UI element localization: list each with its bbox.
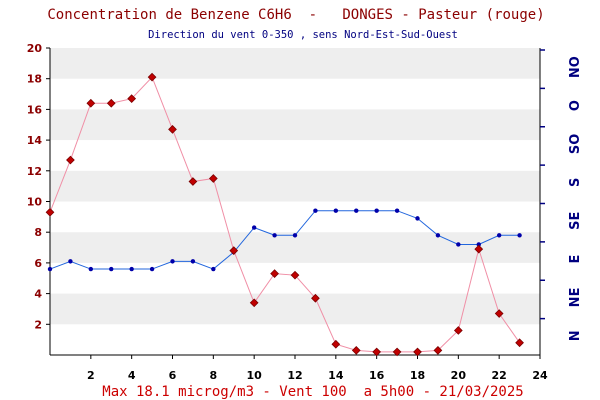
grid-band xyxy=(50,293,540,325)
x-tick-label: 12 xyxy=(287,369,302,382)
x-tick-label: 4 xyxy=(128,369,136,382)
x-axis-ticks: 2 4 6 8 10 12 14 16 18 20 22 24 xyxy=(87,355,548,382)
y-tick-label: 16 xyxy=(27,103,43,116)
benzene-series xyxy=(45,72,524,357)
data-point xyxy=(168,124,177,134)
data-point xyxy=(251,225,257,230)
wind-direction-series xyxy=(47,208,522,272)
data-point xyxy=(188,177,198,186)
data-point xyxy=(208,174,218,183)
data-point xyxy=(149,266,155,272)
y-tick-label: 4 xyxy=(34,288,42,301)
data-point xyxy=(311,293,320,303)
data-point xyxy=(354,208,359,213)
x-tick-label: 18 xyxy=(410,369,425,382)
data-point xyxy=(66,155,75,165)
y-tick-label: 10 xyxy=(27,196,43,209)
chart-title: Concentration de Benzene C6H6 - DONGES -… xyxy=(47,7,544,23)
y-tick-label: 2 xyxy=(34,318,42,331)
data-point xyxy=(517,233,522,238)
direction-label: S xyxy=(568,178,583,187)
data-point xyxy=(272,233,277,238)
direction-label: N xyxy=(568,330,583,341)
data-point xyxy=(45,207,55,217)
direction-label: E xyxy=(568,255,583,264)
direction-label: SO xyxy=(568,134,583,154)
data-point xyxy=(313,208,318,213)
data-point xyxy=(290,270,300,280)
y-tick-label: 20 xyxy=(27,42,43,55)
data-point xyxy=(127,94,137,104)
data-point xyxy=(109,266,114,272)
data-point xyxy=(229,246,239,255)
data-point xyxy=(392,347,402,357)
data-point xyxy=(494,309,504,318)
direction-label: O xyxy=(568,100,583,111)
data-point xyxy=(413,347,422,357)
data-point xyxy=(374,208,379,213)
y-tick-label: 6 xyxy=(34,257,42,270)
x-tick-label: 16 xyxy=(369,369,385,382)
y-tick-label: 14 xyxy=(27,134,43,147)
chart-footer: Max 18.1 microg/m3 - Vent 100 a 5h00 - 2… xyxy=(102,384,523,400)
background-bands xyxy=(50,48,540,325)
grid-band xyxy=(50,109,540,141)
data-point xyxy=(476,242,481,247)
x-tick-label: 22 xyxy=(492,369,507,382)
direction-label: NO xyxy=(568,56,583,78)
data-point xyxy=(86,98,96,108)
wind-direction-axis: N NE E SE S SO O NO xyxy=(540,49,583,341)
data-point xyxy=(68,259,73,264)
data-point xyxy=(106,98,116,108)
data-point xyxy=(129,266,134,272)
data-point xyxy=(292,233,298,238)
data-point xyxy=(453,326,463,335)
data-point xyxy=(190,259,196,264)
data-point xyxy=(88,266,94,272)
data-point xyxy=(170,259,175,264)
data-point xyxy=(331,339,341,349)
y-axis-ticks: 2 4 6 8 10 12 14 16 18 20 xyxy=(27,42,50,331)
y-tick-label: 12 xyxy=(27,165,42,178)
data-point xyxy=(474,244,484,254)
data-point xyxy=(372,347,382,357)
data-point xyxy=(351,346,361,355)
series-line xyxy=(49,210,520,270)
direction-label: SE xyxy=(568,212,583,230)
x-tick-label: 14 xyxy=(328,369,344,382)
data-point xyxy=(47,266,53,272)
data-point xyxy=(456,242,461,247)
direction-label: NE xyxy=(568,288,583,308)
x-tick-label: 2 xyxy=(87,369,95,382)
x-tick-label: 6 xyxy=(169,369,177,382)
grid-band xyxy=(50,170,540,202)
grid-band xyxy=(50,48,540,79)
data-point xyxy=(415,216,420,221)
data-point xyxy=(249,298,259,308)
chart-subtitle: Direction du vent 0-350 , sens Nord-Est-… xyxy=(148,29,458,41)
data-point xyxy=(394,208,400,213)
x-tick-label: 8 xyxy=(210,369,218,382)
y-tick-label: 18 xyxy=(27,73,42,86)
data-point xyxy=(333,208,339,213)
data-point xyxy=(435,233,441,238)
data-point xyxy=(211,266,216,272)
data-point xyxy=(270,269,279,279)
data-point xyxy=(433,346,443,355)
x-tick-label: 24 xyxy=(532,369,548,382)
x-tick-label: 20 xyxy=(451,369,467,382)
data-point xyxy=(147,72,157,82)
x-tick-label: 10 xyxy=(247,369,263,382)
data-point xyxy=(496,233,502,238)
data-point xyxy=(515,338,524,348)
y-tick-label: 8 xyxy=(34,226,42,239)
